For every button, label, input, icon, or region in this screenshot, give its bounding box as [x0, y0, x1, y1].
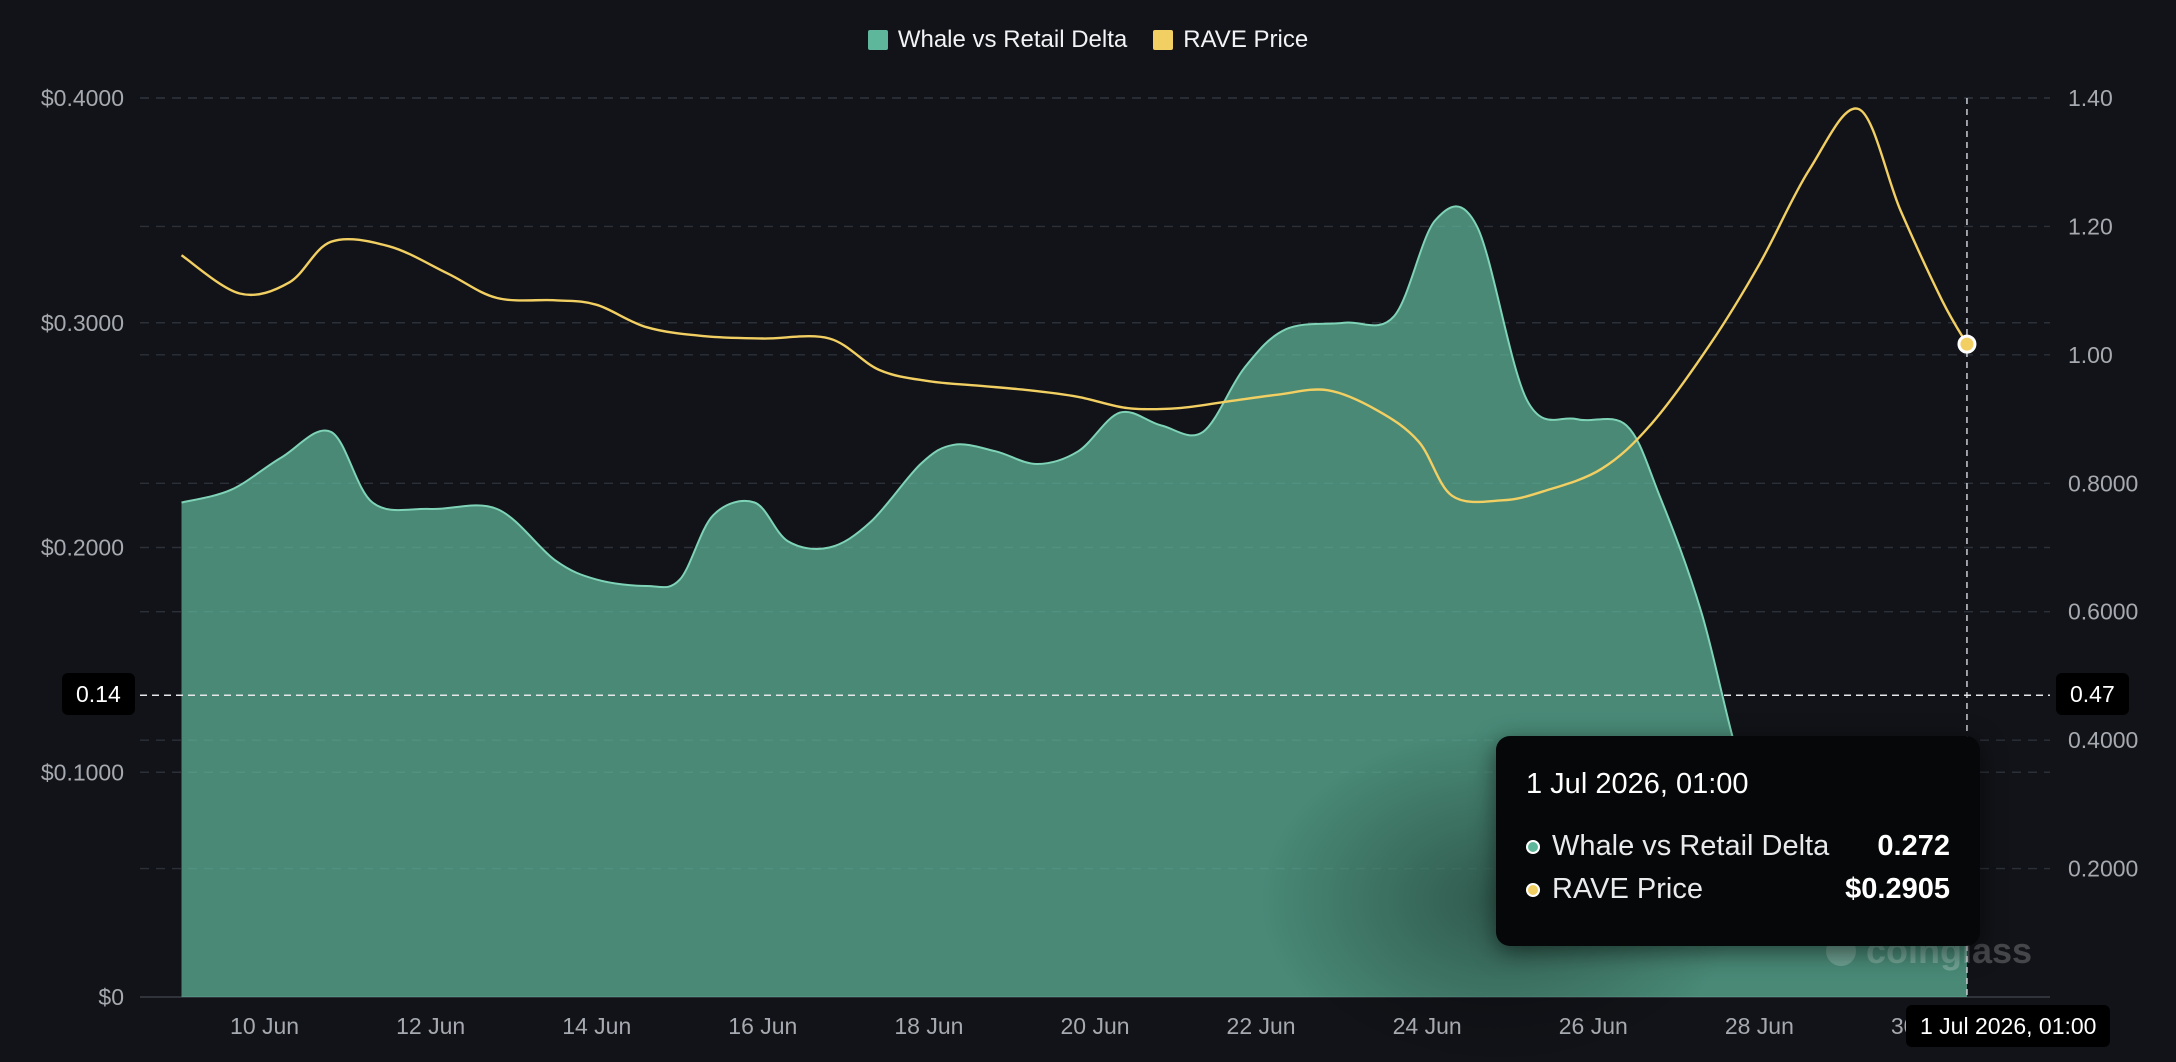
- crosshair-right-value-badge: 0.47: [2056, 673, 2129, 715]
- crosshair-left-value: 0.14: [76, 681, 121, 707]
- y-right-tick-label: 0.6000: [2068, 599, 2138, 625]
- x-tick-label: 14 Jun: [562, 1013, 631, 1039]
- x-tick-label: 18 Jun: [894, 1013, 963, 1039]
- y-right-tick-label: 1.20: [2068, 213, 2113, 239]
- legend-label-delta: Whale vs Retail Delta: [897, 26, 1128, 53]
- y-left-tick-label: $0: [98, 984, 124, 1010]
- legend: Whale vs Retail Delta RAVE Price: [0, 26, 2176, 54]
- x-tick-label: 28 Jun: [1725, 1013, 1794, 1039]
- tooltip: 1 Jul 2026, 01:00 Whale vs Retail Delta …: [1496, 736, 1980, 946]
- y-right-tick-label: 0.4000: [2068, 727, 2138, 753]
- price-line: [180, 107, 1969, 504]
- x-tick-label: 12 Jun: [396, 1013, 465, 1039]
- x-tick-label: 16 Jun: [728, 1013, 797, 1039]
- y-left-tick-label: $0.2000: [41, 535, 124, 561]
- tooltip-row-price: RAVE Price $0.2905: [1526, 868, 1950, 911]
- y-left-tick-label: $0.3000: [41, 310, 124, 336]
- crosshair-date-label: 1 Jul 2026, 01:00: [1920, 1013, 2097, 1039]
- tooltip-row-delta: Whale vs Retail Delta 0.272: [1526, 825, 1950, 868]
- y-right-tick-label: 1.00: [2068, 342, 2113, 368]
- legend-label-price: RAVE Price: [1183, 26, 1309, 53]
- axes: $0.4000 $0.3000 $0.2000 $0.1000 $0 1.40 1.20 1.…: [41, 85, 2139, 1039]
- y-right-tick-label: 1.40: [2068, 85, 2113, 111]
- legend-item-price[interactable]: RAVE Price: [1153, 26, 1308, 54]
- tooltip-label-delta: Whale vs Retail Delta: [1552, 830, 1830, 862]
- legend-item-delta[interactable]: Whale vs Retail Delta: [867, 26, 1128, 54]
- legend-swatch-price: [1153, 30, 1174, 50]
- crosshair-right-value: 0.47: [2070, 681, 2115, 707]
- y-left-tick-label: $0.4000: [41, 85, 124, 111]
- y-right-tick-label: 0.8000: [2068, 470, 2138, 496]
- price-line-series: [180, 107, 1969, 504]
- tooltip-dot-delta: [1526, 839, 1540, 854]
- y-right-tick-label: 0.2000: [2068, 856, 2138, 882]
- tooltip-dot-price: [1526, 882, 1540, 897]
- x-tick-label: 26 Jun: [1559, 1013, 1628, 1039]
- x-tick-label: 10 Jun: [230, 1013, 299, 1039]
- crosshair-date-badge: 1 Jul 2026, 01:00: [1906, 1005, 2111, 1047]
- x-tick-label: 24 Jun: [1393, 1013, 1462, 1039]
- tooltip-value-delta: 0.272: [1877, 830, 1950, 862]
- x-tick-label: 22 Jun: [1227, 1013, 1296, 1039]
- tooltip-label-price: RAVE Price: [1552, 873, 1703, 905]
- tooltip-value-price: $0.2905: [1845, 873, 1950, 905]
- y-left-tick-label: $0.1000: [41, 759, 124, 785]
- tooltip-title: 1 Jul 2026, 01:00: [1526, 768, 1749, 800]
- legend-swatch-delta: [867, 30, 888, 50]
- x-tick-label: 20 Jun: [1060, 1013, 1129, 1039]
- delta-area-line: [181, 205, 1968, 935]
- crosshair-left-value-badge: 0.14: [62, 673, 135, 715]
- price-hover-point: [1957, 334, 1977, 354]
